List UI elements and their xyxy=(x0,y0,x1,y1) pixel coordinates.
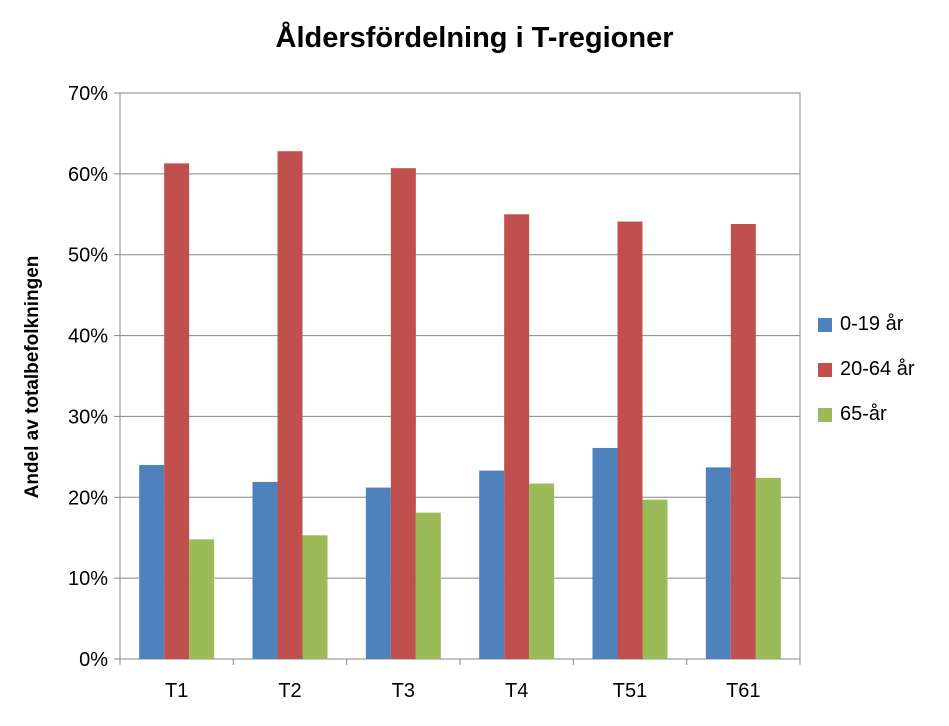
legend: 0-19 år 20-64 år 65-år xyxy=(818,302,915,437)
bar xyxy=(479,470,505,659)
bar xyxy=(617,221,643,659)
bar xyxy=(139,464,165,659)
x-tick-label: T1 xyxy=(165,680,188,702)
legend-item: 0-19 år xyxy=(818,302,915,347)
legend-swatch xyxy=(818,407,832,422)
plot-area xyxy=(119,92,801,660)
legend-item: 65-år xyxy=(818,392,915,437)
y-tick-label: 0% xyxy=(79,649,108,671)
y-tick-label: 50% xyxy=(68,245,108,267)
legend-label: 65-år xyxy=(840,403,887,425)
y-tick-label: 10% xyxy=(68,568,108,590)
x-tick-label: T4 xyxy=(505,680,528,702)
bar xyxy=(642,499,668,659)
bar xyxy=(730,223,756,659)
bar xyxy=(504,214,530,660)
bar xyxy=(705,467,731,659)
bar xyxy=(164,163,190,660)
y-tick-label: 30% xyxy=(68,406,108,428)
legend-label: 20-64 år xyxy=(840,358,915,380)
y-tick-label: 70% xyxy=(68,83,108,105)
x-tick-label: T61 xyxy=(726,680,760,702)
y-tick-label: 40% xyxy=(68,326,108,348)
bar xyxy=(365,487,391,659)
chart-title: Åldersfördelning i T-regioner xyxy=(275,22,674,54)
bar xyxy=(302,535,328,659)
legend-item: 20-64 år xyxy=(818,347,915,392)
x-tick-label: T3 xyxy=(392,680,415,702)
y-tick-label: 20% xyxy=(68,487,108,509)
bar xyxy=(277,151,303,659)
x-tick-label: T51 xyxy=(613,680,647,702)
bar xyxy=(592,447,618,659)
y-tick-label: 60% xyxy=(68,164,108,186)
bar xyxy=(390,168,416,659)
bar xyxy=(755,477,781,659)
bar xyxy=(415,512,441,659)
bar xyxy=(189,539,215,659)
legend-swatch xyxy=(818,317,832,332)
x-tick-label: T2 xyxy=(278,680,301,702)
y-axis-label: Andel av totalbefolkningen xyxy=(22,255,43,499)
bar xyxy=(252,481,278,659)
bar xyxy=(529,483,555,659)
legend-swatch xyxy=(818,362,832,377)
legend-label: 0-19 år xyxy=(840,313,904,335)
